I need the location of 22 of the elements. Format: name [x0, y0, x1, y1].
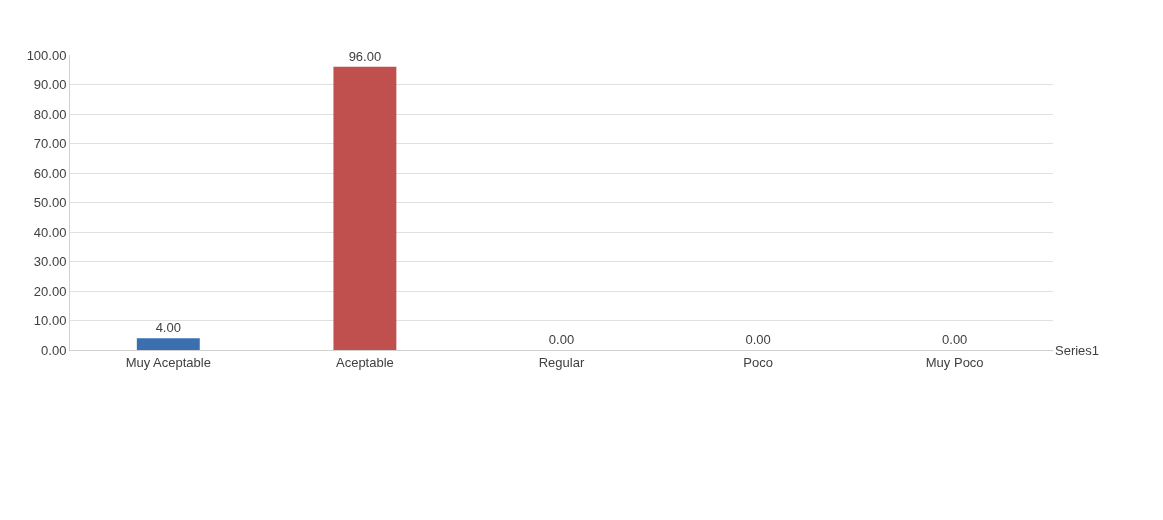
data-label: 0.00 [745, 332, 771, 347]
data-label: 0.00 [942, 332, 968, 347]
y-tick-label: 20.00 [33, 283, 67, 299]
x-tick-label: Aceptable [335, 354, 394, 370]
x-tick-label: Regular [538, 354, 585, 370]
y-tick-label: 100.00 [26, 47, 67, 63]
x-tick-label: Muy Poco [925, 354, 984, 370]
data-label: 96.00 [348, 48, 382, 64]
x-tick-label: Muy Aceptable [125, 354, 211, 370]
y-tick-label: 30.00 [33, 254, 67, 270]
data-label: 4.00 [155, 320, 181, 336]
y-tick-label: 60.00 [33, 165, 67, 181]
y-tick-label: 80.00 [33, 106, 67, 122]
text: Series1 [1055, 343, 1100, 358]
x-tick-label: Poco [743, 354, 773, 370]
data-label: 0.00 [548, 332, 575, 347]
y-tick-label: 10.00 [33, 313, 67, 329]
y-tick-label: 90.00 [33, 77, 67, 93]
y-tick-label: 40.00 [33, 224, 67, 240]
y-tick-label: 70.00 [33, 136, 67, 152]
y-tick-label: 50.00 [33, 195, 67, 211]
y-tick-label: 0.00 [41, 342, 67, 358]
